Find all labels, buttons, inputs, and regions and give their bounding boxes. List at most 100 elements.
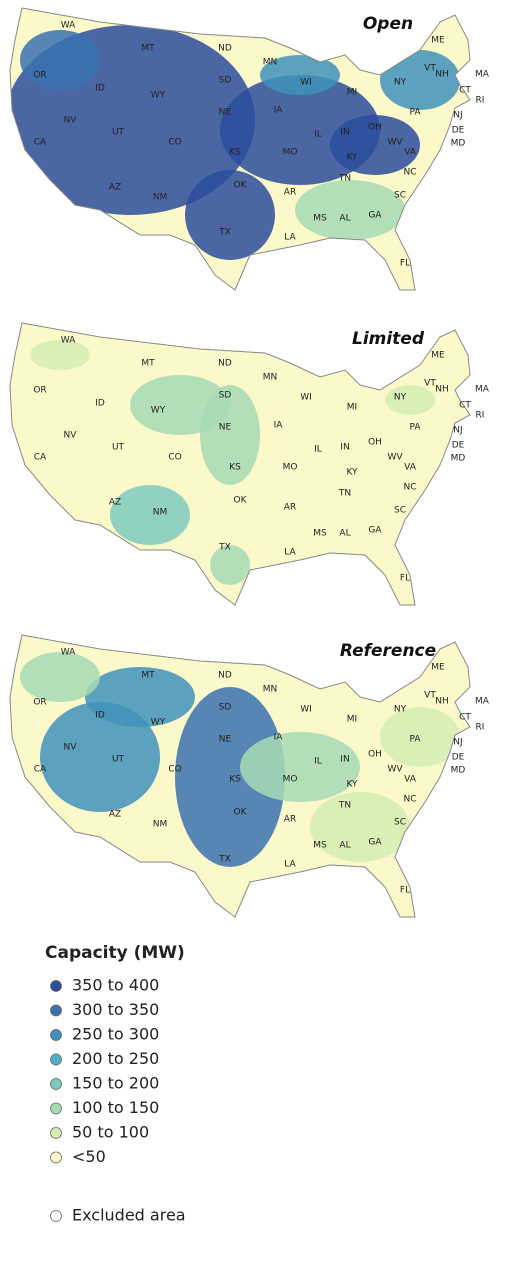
legend-label: 50 to 100 (72, 1123, 149, 1142)
capacity-region (210, 545, 250, 585)
state-label: AL (339, 214, 350, 224)
capacity-region (330, 115, 420, 175)
legend-label: 150 to 200 (72, 1074, 159, 1093)
state-label: TN (338, 801, 351, 811)
capacity-region (200, 385, 260, 485)
state-label: SD (219, 76, 232, 86)
state-label: PA (409, 108, 421, 118)
state-label: NY (394, 705, 407, 715)
state-label: SC (394, 818, 406, 828)
state-label: CT (459, 713, 471, 723)
capacity-region (185, 170, 275, 260)
capacity-region (240, 732, 360, 802)
state-label: AR (284, 815, 296, 825)
legend-label: Excluded area (72, 1206, 186, 1225)
capacity-shading (10, 25, 460, 260)
state-label: MS (313, 841, 327, 851)
state-label: ID (95, 399, 105, 409)
state-label: UT (112, 443, 125, 453)
state-label: NM (153, 820, 168, 830)
state-label: LA (284, 233, 296, 243)
state-label: AZ (109, 183, 121, 193)
state-label: OH (368, 123, 382, 133)
state-label: ME (431, 351, 445, 361)
state-label: NC (403, 795, 416, 805)
state-label: NM (153, 193, 168, 203)
legend-swatch (50, 1053, 62, 1066)
legend-label: 250 to 300 (72, 1025, 159, 1044)
capacity-region (310, 792, 410, 862)
state-label: IN (340, 443, 349, 453)
state-label: VT (424, 64, 436, 74)
state-label: MN (263, 685, 278, 695)
capacity-region (20, 652, 100, 702)
capacity-region (380, 50, 460, 110)
state-label: RI (476, 96, 485, 106)
map-title: Reference (340, 641, 436, 661)
state-label: MT (141, 671, 155, 681)
state-label: NM (153, 508, 168, 518)
capacity-shading (30, 340, 435, 585)
state-label: FL (400, 886, 410, 896)
legend-label: 200 to 250 (72, 1049, 159, 1068)
state-label: KY (346, 780, 358, 790)
state-label: IN (340, 755, 349, 765)
legend-swatch (50, 1004, 62, 1017)
state-label: NC (403, 168, 416, 178)
state-label: WY (151, 718, 166, 728)
state-label: TN (338, 489, 351, 499)
state-label: GA (368, 526, 382, 536)
state-label: NV (64, 431, 78, 441)
state-label: AL (339, 529, 350, 539)
state-label: ND (218, 671, 232, 681)
state-label: MO (283, 148, 298, 158)
state-label: PA (409, 735, 421, 745)
capacity-region (40, 702, 160, 812)
state-label: CA (34, 138, 47, 148)
capacity-region (30, 340, 90, 370)
state-label: MO (283, 775, 298, 785)
capacity-region (20, 30, 100, 90)
legend-swatch (50, 1151, 62, 1164)
state-label: CO (168, 453, 181, 463)
state-label: TN (338, 174, 351, 184)
state-label: WA (61, 21, 76, 31)
map-title: Limited (352, 329, 425, 349)
legend-swatch (50, 1210, 62, 1222)
state-label: NE (219, 423, 232, 433)
state-label: FL (400, 259, 410, 269)
capacity-region (110, 485, 190, 545)
state-label: VT (424, 379, 436, 389)
state-label: GA (368, 838, 382, 848)
state-label: IL (314, 445, 322, 455)
legend-label: 350 to 400 (72, 976, 159, 995)
state-label: MO (283, 463, 298, 473)
legend-swatch (50, 1029, 62, 1041)
state-label: WA (61, 336, 76, 346)
state-label: ID (95, 84, 105, 94)
state-label: IN (340, 128, 349, 138)
legend-label: <50 (72, 1147, 106, 1166)
state-label: AL (339, 841, 350, 851)
capacity-shading (20, 652, 460, 867)
state-label: IA (274, 106, 284, 116)
state-label: MA (475, 70, 490, 80)
state-label: WY (151, 406, 166, 416)
state-label: ID (95, 711, 105, 721)
legend-swatch (50, 1078, 62, 1090)
state-label: NE (219, 108, 232, 118)
state-label: VA (404, 148, 417, 158)
state-label: FL (400, 574, 410, 584)
state-label: SD (219, 391, 232, 401)
state-label: GA (368, 211, 382, 221)
capacity-region (385, 385, 435, 415)
capacity-region (175, 687, 285, 867)
state-label: WV (387, 765, 403, 775)
state-label: MI (347, 88, 357, 98)
state-label: OH (368, 438, 382, 448)
state-label: OK (234, 181, 248, 191)
